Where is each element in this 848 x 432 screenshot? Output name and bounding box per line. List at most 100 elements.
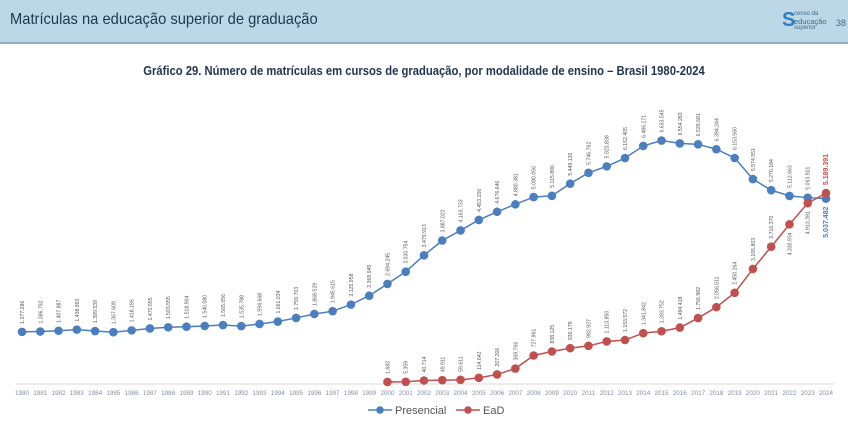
data-point xyxy=(712,302,721,312)
data-label: 1.868.529 xyxy=(312,283,318,306)
x-tick-label: 2001 xyxy=(399,390,414,397)
x-tick-label: 2021 xyxy=(764,390,779,397)
data-point xyxy=(291,313,301,323)
x-tick-label: 2008 xyxy=(527,390,542,397)
data-point xyxy=(730,288,739,298)
data-label: 1.418.196 xyxy=(130,299,136,322)
data-point xyxy=(511,200,520,209)
data-label: 1.565.056 xyxy=(221,294,227,317)
legend-marker xyxy=(464,406,472,414)
data-label: 4.453.156 xyxy=(477,189,483,212)
x-tick-label: 2013 xyxy=(618,390,633,397)
data-point xyxy=(620,153,630,163)
data-label: 930.179 xyxy=(568,321,574,340)
x-tick-label: 1986 xyxy=(125,390,140,397)
data-point xyxy=(529,351,538,360)
x-tick-label: 2002 xyxy=(417,390,432,397)
x-tick-label: 2004 xyxy=(454,390,469,397)
data-point xyxy=(145,324,155,333)
data-point xyxy=(785,191,794,201)
data-point xyxy=(456,375,465,385)
data-point xyxy=(437,236,447,245)
x-tick-label: 2024 xyxy=(819,390,834,397)
data-label: 1.470.555 xyxy=(148,297,154,320)
data-label: 49.911 xyxy=(440,357,446,373)
data-point xyxy=(90,326,100,336)
data-point xyxy=(748,264,758,274)
data-label: 1.535.788 xyxy=(239,295,245,318)
data-point xyxy=(492,370,502,379)
data-label: 5.359 xyxy=(404,361,410,374)
data-label: 5.574.551 xyxy=(751,148,757,171)
data-label: 207.206 xyxy=(495,348,501,367)
data-label: 3.105.803 xyxy=(751,238,757,261)
data-label: 6.486.171 xyxy=(641,115,647,138)
x-tick-label: 1997 xyxy=(326,390,341,397)
data-label: 5.080.056 xyxy=(532,166,538,189)
data-point xyxy=(638,141,648,151)
x-tick-label: 1982 xyxy=(52,390,67,397)
data-label: 6.152.405 xyxy=(623,127,629,150)
data-label: 3.887.022 xyxy=(440,209,446,232)
data-label: 59.611 xyxy=(459,356,465,372)
data-point xyxy=(35,327,45,336)
data-point xyxy=(693,140,703,149)
data-label: 2.694.245 xyxy=(385,253,391,276)
x-tick-label: 1984 xyxy=(88,390,103,397)
data-point xyxy=(401,267,411,276)
data-label: 1.386.792 xyxy=(38,300,44,323)
data-label: 1.113.850 xyxy=(605,311,611,334)
data-label: 6.394.244 xyxy=(714,118,720,141)
data-label: 1.407.987 xyxy=(57,300,63,323)
data-point xyxy=(730,153,739,163)
data-point xyxy=(364,291,374,301)
data-point xyxy=(693,313,703,323)
x-tick-label: 1993 xyxy=(253,390,268,397)
x-tick-label: 2006 xyxy=(490,390,505,397)
data-label: 1.682 xyxy=(385,361,391,374)
x-tick-label: 2011 xyxy=(582,390,596,397)
data-label: 4.913.281 xyxy=(806,211,812,234)
data-point xyxy=(474,373,484,383)
data-point xyxy=(657,326,666,336)
data-label: 5.115.896 xyxy=(550,165,556,188)
data-point xyxy=(620,335,630,345)
data-point xyxy=(766,242,776,252)
data-label: 3.479.913 xyxy=(422,224,428,247)
data-label: 369.766 xyxy=(513,342,519,361)
data-point xyxy=(547,191,557,201)
data-point xyxy=(565,179,575,188)
data-point xyxy=(456,226,465,235)
x-tick-label: 1980 xyxy=(15,390,30,397)
x-tick-label: 2000 xyxy=(380,390,395,397)
data-label: 5.189.391 xyxy=(823,154,830,185)
data-point xyxy=(383,279,392,289)
x-tick-label: 1981 xyxy=(33,390,48,397)
legend-marker xyxy=(376,406,384,414)
x-tick-label: 2009 xyxy=(545,390,560,397)
data-label: 5.746.762 xyxy=(586,142,592,165)
slide-title: Matrículas na educação superior de gradu… xyxy=(10,11,318,28)
logo-line: educação xyxy=(794,17,827,26)
data-point xyxy=(821,188,831,198)
data-point xyxy=(511,364,520,373)
data-label: 4.880.381 xyxy=(513,173,519,196)
data-point xyxy=(383,377,392,387)
data-label: 1.540.080 xyxy=(203,295,209,318)
page-number: 38 xyxy=(836,18,847,28)
data-point xyxy=(273,317,283,326)
x-tick-label: 2019 xyxy=(728,390,743,397)
data-point xyxy=(437,375,447,385)
series-line-ead xyxy=(387,192,827,383)
data-label: 5.270.184 xyxy=(769,159,775,182)
x-tick-label: 1995 xyxy=(289,390,304,397)
x-tick-label: 1999 xyxy=(362,390,377,397)
data-point xyxy=(712,144,721,154)
data-label: 1.367.609 xyxy=(111,301,117,324)
data-point xyxy=(529,192,538,202)
x-tick-label: 2005 xyxy=(472,390,487,397)
data-label: 5.112.663 xyxy=(787,165,793,188)
slide-header: Matrículas na educação superior de gradu… xyxy=(0,0,848,44)
data-label: 1.518.904 xyxy=(184,296,190,319)
